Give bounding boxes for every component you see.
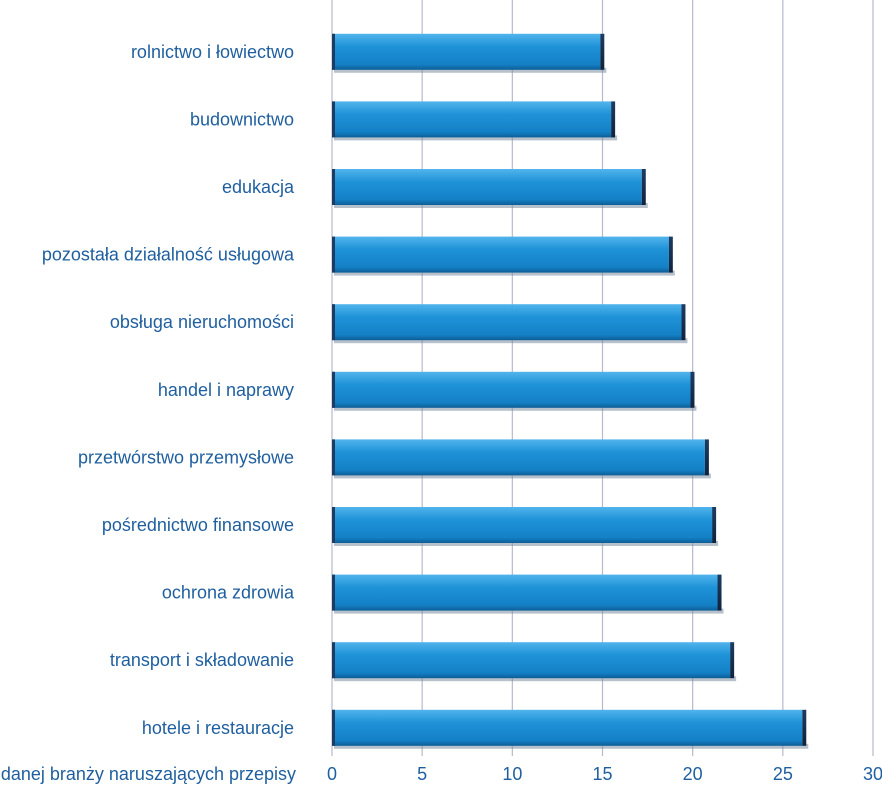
bar — [332, 574, 724, 614]
bar-start-cap — [332, 101, 335, 138]
bar-shadow — [334, 270, 675, 276]
x-tick-label: 5 — [417, 764, 427, 784]
bar-body — [332, 236, 669, 273]
x-tick-label: 30 — [863, 764, 882, 784]
bar — [332, 304, 688, 344]
bar — [332, 236, 675, 276]
category-label: pośrednictwo finansowe — [102, 515, 294, 535]
x-axis-ticks: 0 5 10 15 20 25 30 — [327, 764, 882, 784]
category-label: edukacja — [222, 177, 295, 197]
bar-shadow — [334, 338, 688, 344]
bar-end-cap — [704, 439, 709, 476]
bar-end-cap — [641, 169, 646, 205]
category-label: hotele i restauracje — [142, 718, 294, 738]
bar-start-cap — [332, 574, 335, 611]
category-label: transport i składowanie — [110, 650, 294, 670]
bar-start-cap — [332, 236, 335, 273]
bar — [332, 169, 648, 208]
bar-body — [332, 709, 803, 746]
bar-start-cap — [332, 642, 335, 679]
bar-start-cap — [332, 169, 335, 205]
bar-end-cap — [690, 371, 695, 408]
x-tick-label: 0 — [327, 764, 337, 784]
x-tick-label: 15 — [592, 764, 612, 784]
bar-end-cap — [717, 574, 722, 611]
bar-body — [332, 371, 691, 408]
bar-start-cap — [332, 371, 335, 408]
bar-shadow — [334, 473, 711, 479]
bar-shadow — [334, 676, 737, 682]
bar-end-cap — [611, 101, 616, 138]
bar-start-cap — [332, 439, 335, 476]
bar-body — [332, 304, 682, 341]
bar-end-cap — [681, 304, 686, 341]
bar-body — [332, 33, 601, 70]
bar — [332, 507, 719, 546]
bar — [332, 439, 711, 479]
bar-body — [332, 439, 705, 476]
bar — [332, 642, 737, 682]
x-tick-label: 10 — [502, 764, 522, 784]
category-label: ochrona zdrowia — [162, 583, 295, 603]
bar-shadow — [334, 405, 697, 411]
x-tick-label: 25 — [773, 764, 793, 784]
bar-end-cap — [802, 709, 807, 746]
bar — [332, 33, 607, 73]
bar-start-cap — [332, 507, 335, 543]
bar-body — [332, 574, 718, 611]
category-label: przetwórstwo przemysłowe — [78, 447, 294, 467]
bar-shadow — [334, 541, 719, 546]
bar-body — [332, 642, 731, 679]
category-label: obsługa nieruchomości — [110, 312, 294, 332]
bar-end-cap — [712, 507, 717, 543]
category-label: rolnictwo i łowiectwo — [131, 42, 294, 62]
bar-body — [332, 507, 713, 543]
category-label: budownictwo — [190, 109, 294, 129]
bar-body — [332, 169, 642, 205]
bar — [332, 371, 697, 411]
bars — [332, 33, 809, 749]
category-label: handel i naprawy — [158, 380, 294, 400]
bar — [332, 101, 618, 141]
bar-shadow — [334, 743, 809, 749]
bar-end-cap — [600, 33, 605, 70]
bar-start-cap — [332, 33, 335, 70]
bar-end-cap — [668, 236, 673, 273]
bar — [332, 709, 809, 749]
category-labels: rolnictwo i łowiectwo budownictwo edukacja… — [42, 42, 295, 738]
bar-shadow — [334, 135, 618, 141]
bar-shadow — [334, 67, 607, 73]
bar-shadow — [334, 203, 648, 208]
bar-start-cap — [332, 709, 335, 746]
x-axis-title: Odsetek pracodawców danej branży narusza… — [0, 764, 296, 784]
x-tick-label: 20 — [683, 764, 703, 784]
bar-shadow — [334, 608, 724, 614]
category-label: pozostała działalność usługowa — [42, 245, 295, 265]
bar-body — [332, 101, 612, 138]
bar-end-cap — [730, 642, 735, 679]
bar-start-cap — [332, 304, 335, 341]
